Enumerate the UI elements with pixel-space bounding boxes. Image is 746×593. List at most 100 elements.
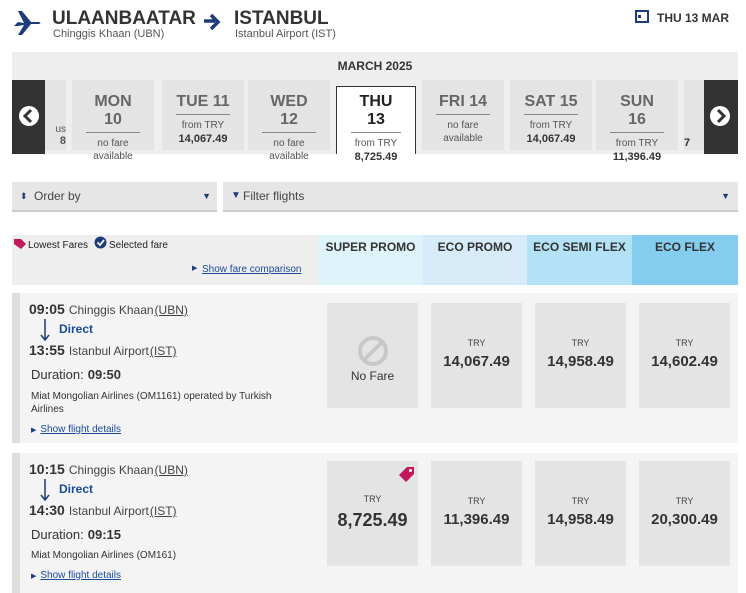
day-name: MON 10 [86, 93, 140, 133]
day-line: 14,067.49 [178, 133, 228, 145]
fare-card[interactable]: TRY 11,396.49 [431, 461, 522, 566]
fare-card[interactable]: No Fare [327, 303, 418, 408]
fare-price: 14,958.49 [547, 353, 614, 370]
filter-dropdown[interactable]: Filter flights ▼ ▼ [223, 182, 738, 212]
direct-arrow [40, 319, 50, 341]
route-arrow [204, 13, 221, 31]
destination: ISTANBUL [234, 8, 329, 29]
flight-details-link[interactable]: Show flight details [40, 424, 121, 435]
currency: TRY [571, 338, 590, 348]
lowest-label: Lowest Fares [28, 240, 89, 251]
fare-card[interactable]: TRY 14,602.49 [639, 303, 730, 408]
next-button[interactable] [704, 80, 738, 154]
day-line: 8,725.49 [354, 151, 398, 163]
day-line: from TRY [354, 138, 398, 149]
fare-price: 11,396.49 [443, 511, 510, 528]
duration: Duration: 09:50 [31, 367, 121, 382]
fare-price: 14,958.49 [547, 511, 614, 528]
day-card[interactable]: THU 13 from TRY 8,725.49 [336, 86, 416, 163]
fare-card[interactable]: TRY 14,958.49 [535, 303, 626, 408]
fare-card[interactable]: TRY 14,067.49 [431, 303, 522, 408]
day-line: from TRY [529, 120, 573, 131]
currency: TRY [363, 494, 382, 504]
flight-info: Miat Mongolian Airlines (OM161) ▶ Show fli… [31, 549, 291, 583]
fare-column-header: ECO PROMO [423, 235, 527, 285]
selected-label: Selected fare [109, 240, 168, 251]
stop: Direct [59, 482, 94, 496]
day-card[interactable]: SUN 16 from TRY 11,396.49 [596, 80, 678, 163]
day-name: TUE 11 [176, 93, 230, 115]
flight-row: 09:05 Chinggis Khaan(UBN) 13:55 Istanbul Ai… [12, 293, 738, 443]
day-line: from TRY [615, 138, 659, 149]
day-line: no fare [447, 120, 479, 131]
fare-card[interactable]: TRY 14,958.49 [535, 461, 626, 566]
flight-time-row: 10:15 Chinggis Khaan(UBN) [29, 461, 188, 477]
fare-comparison-link[interactable]: Show fare comparison [202, 264, 302, 275]
currency: TRY [571, 496, 590, 506]
prev-day-partial: us 8 [45, 80, 66, 150]
partial-text: us [55, 124, 66, 135]
calendar-icon [635, 10, 649, 23]
duration-label: Duration: [31, 367, 84, 382]
duration-value: 09:15 [87, 527, 121, 542]
prev-button[interactable] [12, 80, 45, 154]
fare-price: 8,725.49 [337, 510, 408, 530]
plane-icon [14, 11, 41, 35]
day-card[interactable]: SAT 15 from TRY 14,067.49 [510, 80, 592, 150]
duration: Duration: 09:15 [31, 527, 121, 542]
airport: Chinggis Khaan [68, 303, 154, 317]
airport: Istanbul Airport [68, 344, 149, 358]
time: 09:05 [29, 301, 65, 317]
bullet: ▶ [31, 427, 37, 434]
partial-text: 8 [59, 135, 66, 147]
currency: TRY [467, 338, 486, 348]
order-dropdown[interactable]: Order by ⬍ ▼ [12, 182, 217, 212]
day-card[interactable]: MON 10 no fare available [72, 80, 154, 162]
stop: Direct [59, 322, 94, 336]
airport: Chinggis Khaan [68, 463, 154, 477]
time: 14:30 [29, 502, 65, 518]
filter-label: Filter flights [243, 189, 305, 203]
flight-details-link[interactable]: Show flight details [40, 570, 121, 581]
day-name: SAT 15 [524, 93, 578, 115]
day-line: from TRY [181, 120, 225, 131]
operator: Miat Mongolian Airlines (OM1161) operate… [31, 391, 272, 415]
currency: TRY [467, 496, 486, 506]
day-card[interactable]: FRI 14 no fare available [422, 80, 504, 150]
fare-card[interactable]: TRY 20,300.49 [639, 461, 730, 566]
fare-price: 20,300.49 [651, 511, 718, 528]
duration-value: 09:50 [87, 367, 121, 382]
day-line: available [93, 151, 133, 162]
airport: Istanbul Airport [68, 504, 149, 518]
no-fare-icon [358, 336, 388, 366]
month: MARCH 2025 [337, 59, 413, 73]
order-label: Order by [34, 189, 81, 203]
partial-text: 7 [684, 137, 691, 149]
day-card[interactable]: WED 12 no fare available [248, 80, 330, 162]
origin-airport: Chinggis Khaan (UBN) [53, 28, 165, 40]
currency: TRY [675, 496, 694, 506]
legend: Lowest Fares Selected fare ▶ Show fare c… [12, 235, 318, 285]
airport-code: (UBN) [154, 303, 188, 317]
day-line: available [269, 151, 309, 162]
day-card[interactable]: TUE 11 from TRY 14,067.49 [162, 80, 244, 150]
day-name: THU 13 [351, 93, 401, 133]
airport-code: (UBN) [154, 463, 188, 477]
flight-info: Miat Mongolian Airlines (OM1161) operate… [31, 390, 291, 437]
day-line: 14,067.49 [526, 133, 576, 145]
details-row: ▶ Show flight details [31, 419, 291, 437]
day-line: no fare [97, 138, 129, 149]
flight-time-row: 13:55 Istanbul Airport(IST) [29, 342, 177, 358]
time: 10:15 [29, 461, 65, 477]
flight-row: 10:15 Chinggis Khaan(UBN) 14:30 Istanbul Ai… [12, 453, 738, 593]
fare-card[interactable]: TRY 8,725.49 [327, 461, 418, 566]
bullet: ▶ [31, 573, 37, 580]
selected-date: THU 13 MAR [657, 11, 730, 25]
no-fare-label: No Fare [350, 369, 395, 383]
prev-icon [19, 106, 39, 126]
day-name: WED 12 [262, 93, 316, 133]
lowest-fare-tag [399, 467, 414, 482]
fare-price: 14,602.49 [651, 353, 718, 370]
day-name: SUN 16 [610, 93, 664, 133]
